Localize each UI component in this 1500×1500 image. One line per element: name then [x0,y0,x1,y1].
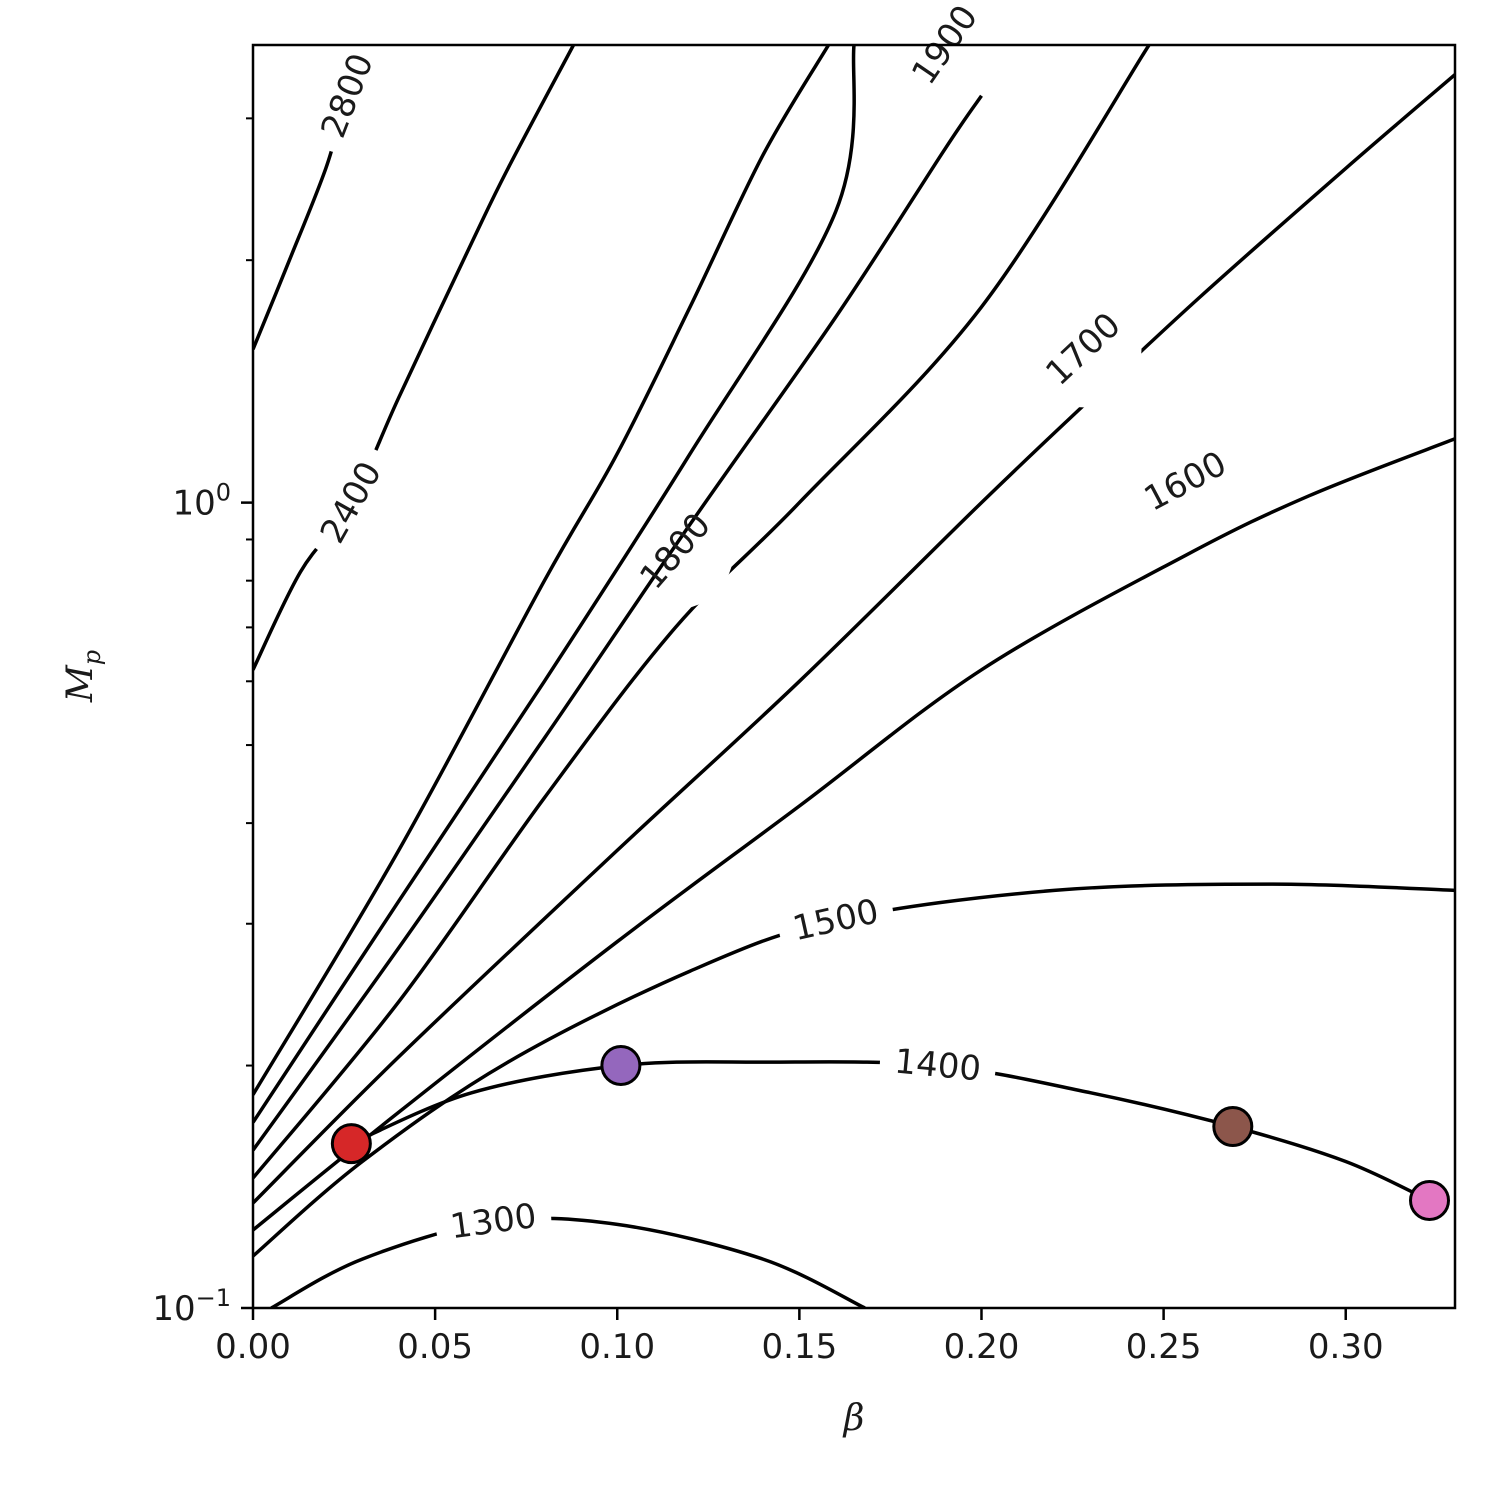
contour-line-1300 [270,1216,866,1308]
marker-point-4 [1409,1179,1451,1221]
contour-label-1500: 1500 [789,891,882,949]
x-tick-label: 0.15 [762,1327,838,1367]
y-tick-label: 10−1 [152,1284,231,1329]
x-tick-label: 0.00 [215,1327,291,1367]
highlighted-points [330,1045,1451,1221]
y-axis-label: Mp [60,650,106,703]
plot-frame [251,43,1457,1310]
contour-line-1500 [253,882,1455,1258]
x-tick-label: 0.25 [1126,1327,1202,1367]
x-axis-label: β [842,1398,865,1439]
contour-label-1300: 1300 [448,1196,539,1247]
contour-label-1400: 1400 [893,1042,983,1090]
contour-label-2800: 2800 [314,48,382,143]
contour-line-2800 [253,45,375,350]
marker-point-2 [600,1045,642,1087]
x-tick-label: 0.20 [944,1327,1020,1367]
y-tick-label: 100 [172,479,231,524]
contour-line-1400 [350,1060,1431,1203]
x-axis: 0.00 0.05 0.10 0.15 0.20 0.25 0.30 [215,1308,1384,1367]
contour-label-1600: 1600 [1138,444,1233,520]
x-tick-label: 0.05 [397,1327,473,1367]
contour-line-1900 [253,94,983,1152]
marker-point-3 [1212,1106,1254,1148]
contour-label-1700: 1700 [1038,305,1128,393]
contour-line-1600 [253,437,1455,1232]
contour-label-1800: 1800 [632,505,719,597]
contour-line-1800 [253,45,1151,1180]
x-tick-label: 0.10 [579,1327,655,1367]
contour-label-2400: 2400 [313,455,390,550]
contour-lines [253,45,1455,1308]
contour-line-1700 [253,73,1455,1205]
contour-line-2000 [253,45,856,1124]
contour-line-2200 [253,45,831,1096]
marker-point-1 [330,1123,372,1165]
x-tick-label: 0.30 [1308,1327,1384,1367]
contour-line-2400 [253,45,576,671]
y-axis: 10−1 100 [152,117,253,1329]
